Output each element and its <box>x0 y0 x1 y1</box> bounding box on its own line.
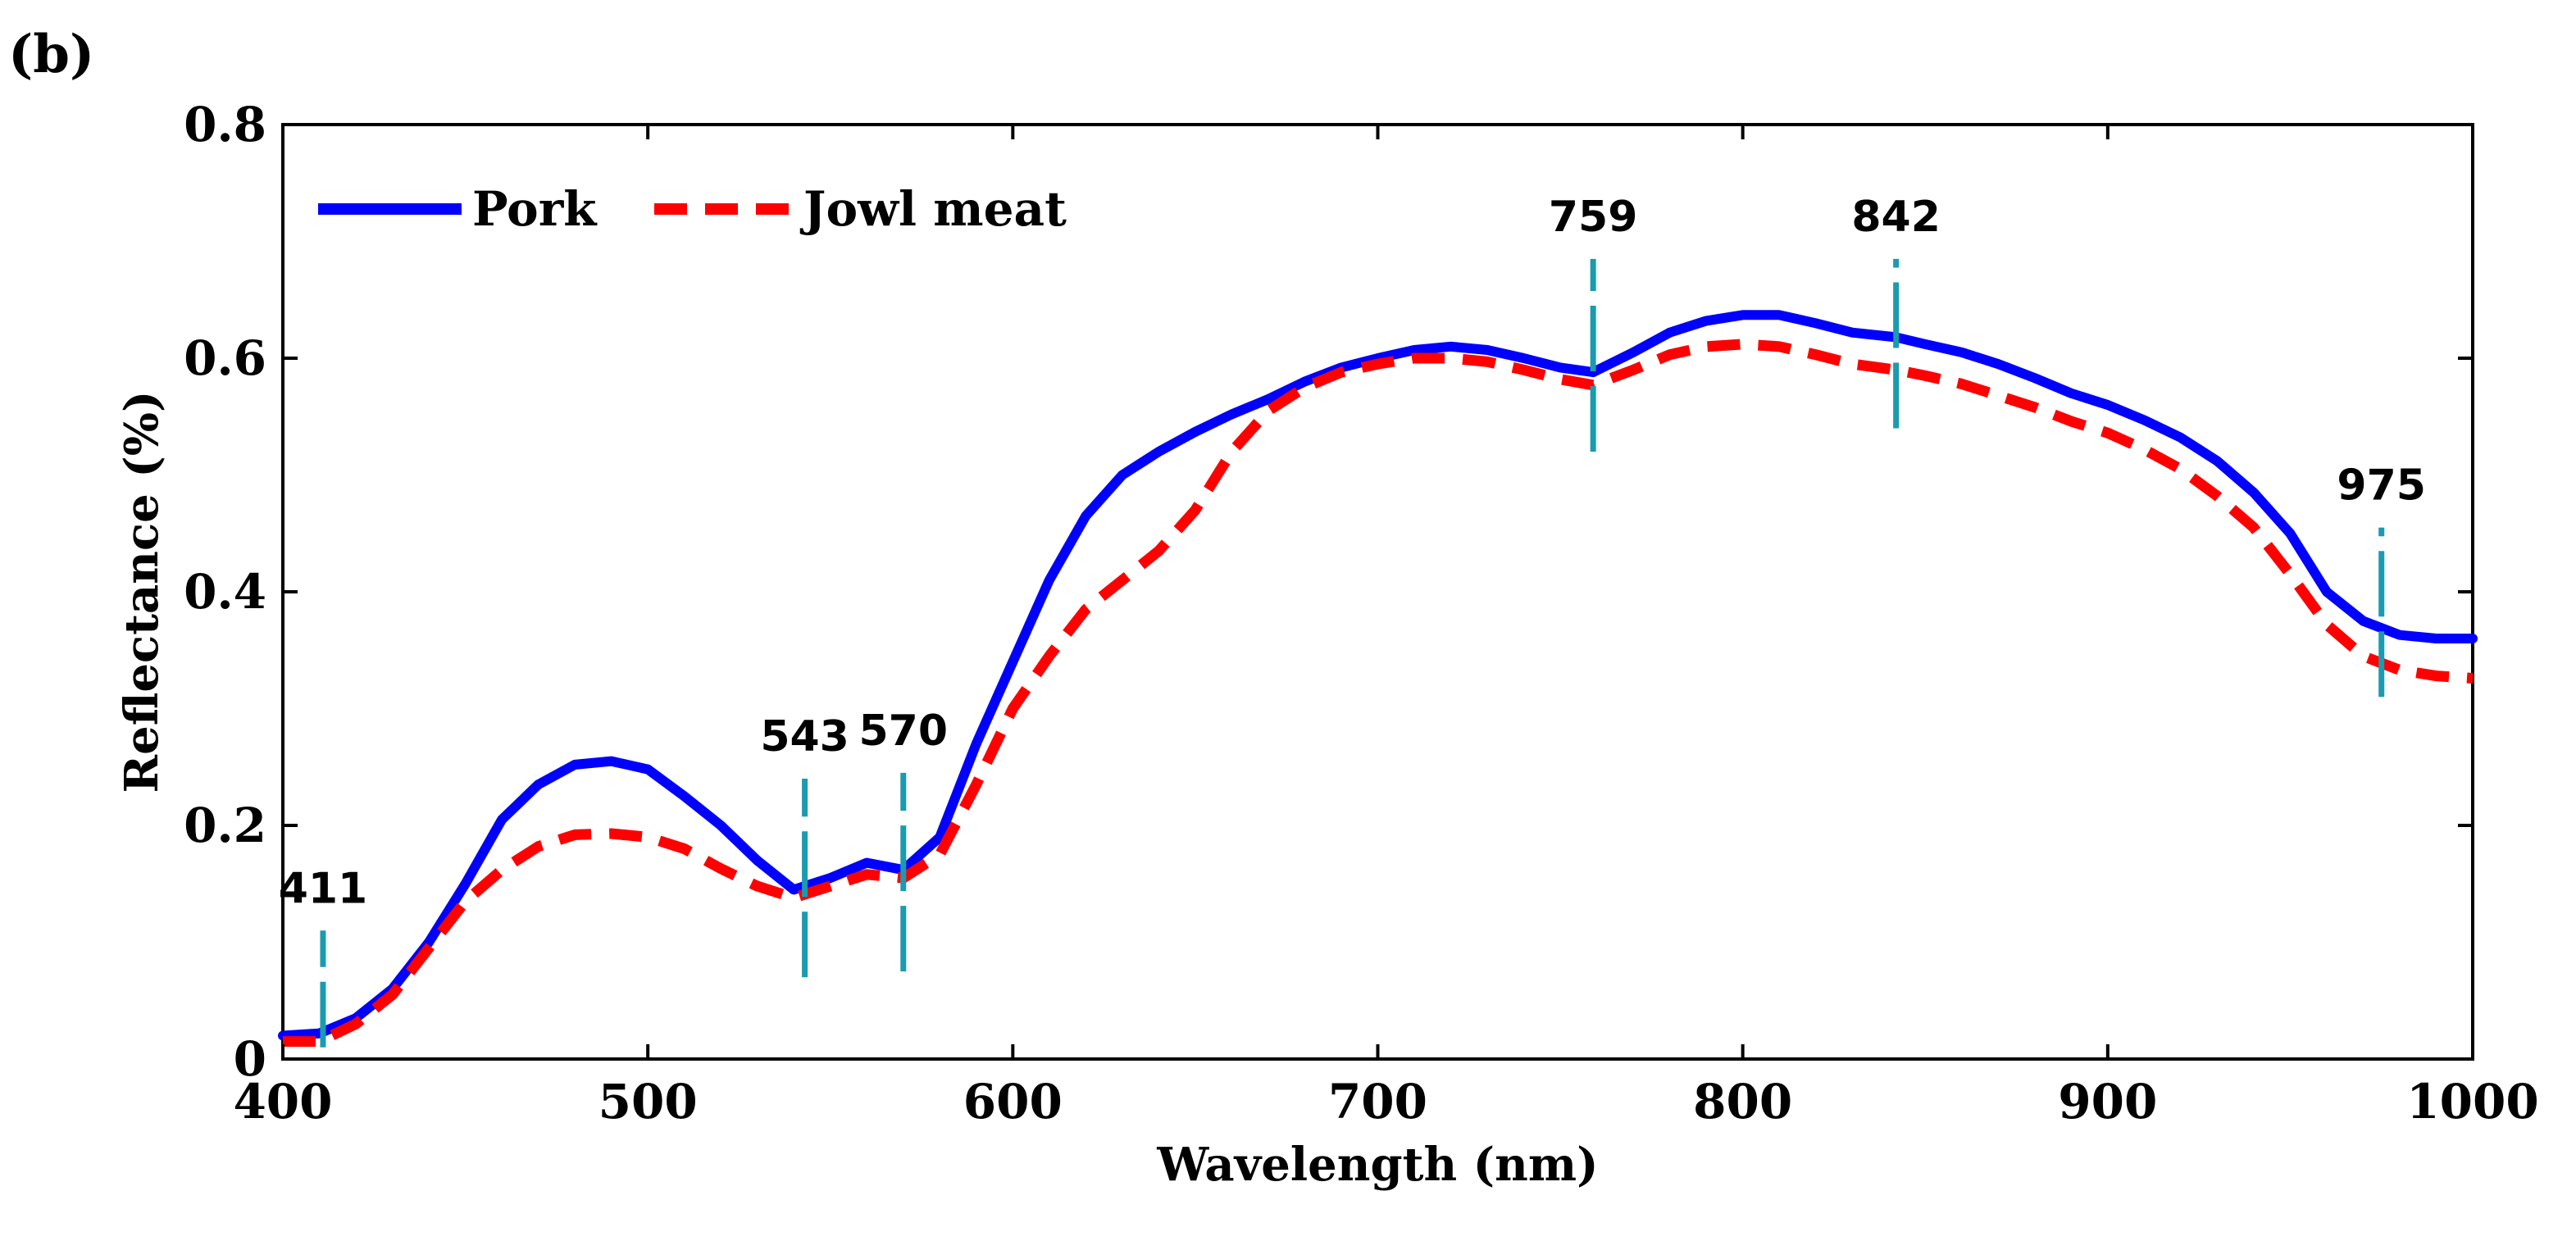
legend-label-jowl-meat: Jowl meat <box>799 181 1067 237</box>
x-tick-label: 700 <box>1328 1074 1427 1130</box>
annotation-layer: 411 543 570 759 842 975 <box>279 193 2426 1048</box>
x-tick-label: 600 <box>963 1074 1063 1130</box>
y-tick-label: 0.8 <box>184 97 266 152</box>
annotation-label-543: 543 <box>760 712 849 761</box>
annotation-label-570: 570 <box>859 707 949 756</box>
series-line-jowl-meat <box>283 339 2474 1048</box>
y-tick-label: 0 <box>234 1031 266 1087</box>
x-tick-label: 400 <box>233 1074 332 1130</box>
y-axis-title: Reflectance (%) <box>115 391 169 793</box>
x-tick-label: 800 <box>1693 1074 1792 1130</box>
tick-layer: 400 500 600 700 800 900 1000 0 0.2 0.4 0.6 0.8 <box>184 97 2539 1130</box>
series-layer <box>278 310 2478 1048</box>
panel-label: (b) <box>8 24 94 85</box>
y-tick-label: 0.6 <box>184 330 266 386</box>
series-line-pork <box>278 310 2478 1041</box>
y-tick-label: 0.2 <box>184 798 266 853</box>
annotation-label-842: 842 <box>1851 193 1941 242</box>
legend-label-pork: Pork <box>472 181 598 237</box>
x-tick-label: 1000 <box>2406 1074 2538 1130</box>
legend: Pork Jowl meat <box>318 181 1067 237</box>
annotation-label-759: 759 <box>1549 193 1638 242</box>
annotation-label-975: 975 <box>2337 461 2426 511</box>
x-tick-label: 500 <box>598 1074 698 1130</box>
plot-area: 411 543 570 759 842 975 <box>278 123 2478 1061</box>
y-tick-label: 0.4 <box>184 564 266 620</box>
annotation-label-411: 411 <box>279 864 368 913</box>
x-tick-label: 900 <box>2058 1074 2157 1130</box>
axes-box <box>281 123 2474 1061</box>
x-axis-title: Wavelength (nm) <box>1156 1138 1598 1192</box>
